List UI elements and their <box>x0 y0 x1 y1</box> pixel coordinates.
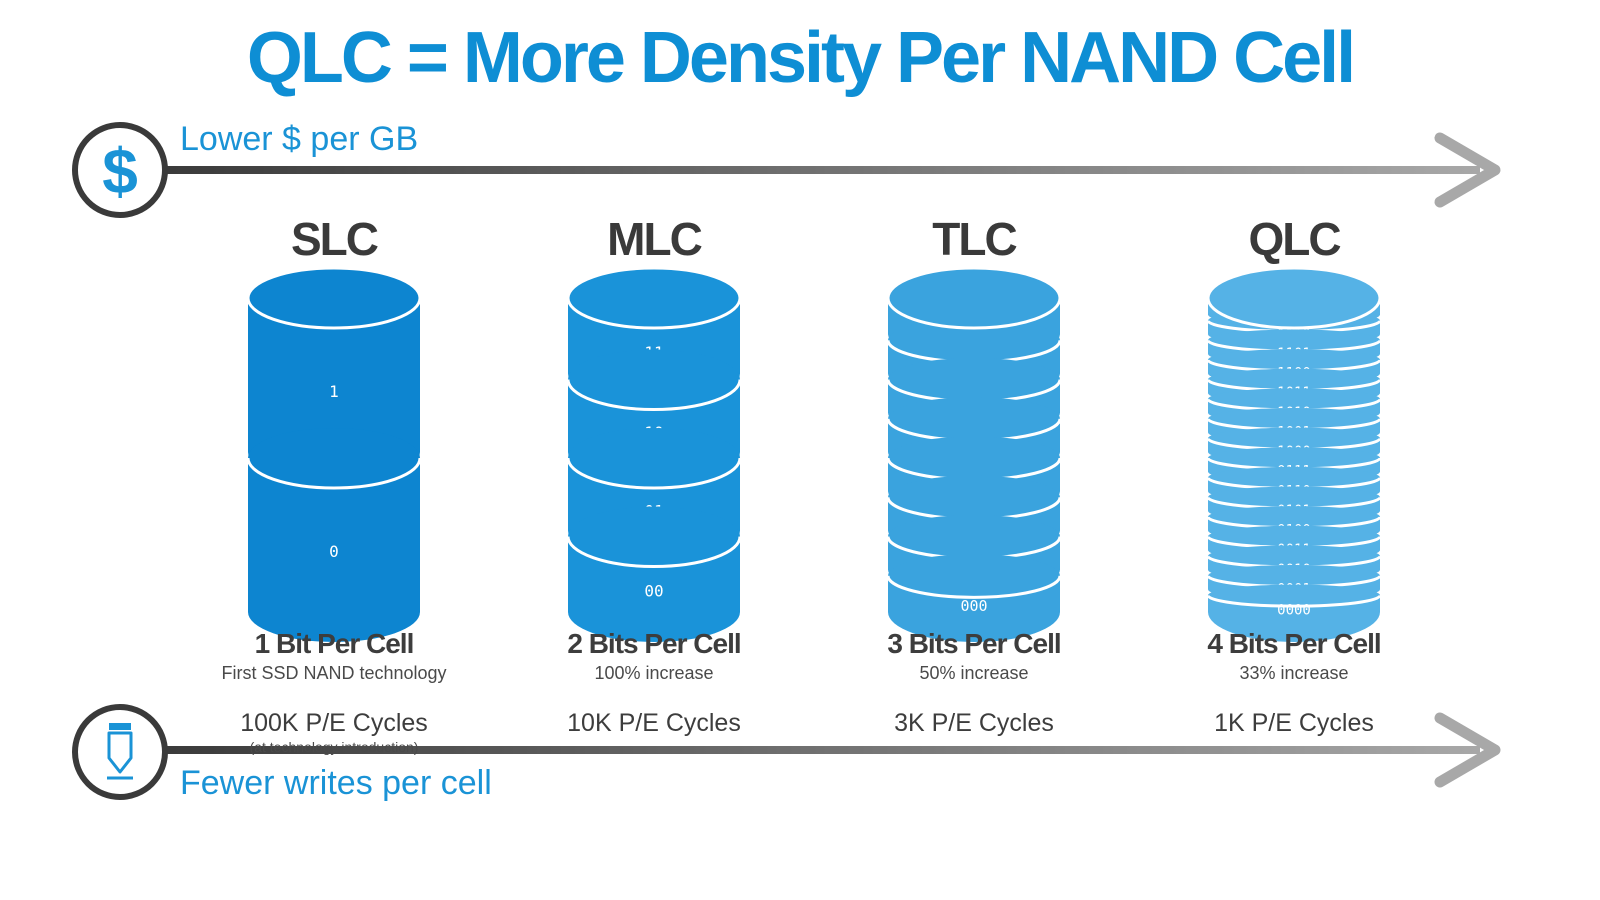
pencil-icon <box>72 704 168 800</box>
column-bits-slc: 1 Bit Per Cell <box>254 628 415 659</box>
dollar-icon-glyph: $ <box>102 135 138 207</box>
column-name-tlc: TLC <box>932 213 1017 265</box>
stack-top-cap <box>1206 266 1382 330</box>
top-arrow-head <box>1434 132 1501 208</box>
column-cycles-mlc: 10K P/E Cycles <box>567 709 741 737</box>
column-cycles-tlc: 3K P/E Cycles <box>894 709 1054 737</box>
column-subtitle-tlc: 50% increase <box>919 663 1029 683</box>
stack-tlc: 111110101100011010001000 <box>886 266 1062 642</box>
column-name-qlc: QLC <box>1248 213 1341 265</box>
cell-level-rim <box>886 575 1062 599</box>
column-bits-mlc: 2 Bits Per Cell <box>567 628 741 659</box>
dollar-icon-ring <box>72 122 168 218</box>
column-cycles-qlc: 1K P/E Cycles <box>1214 709 1374 737</box>
bottom-arrow-shaft <box>160 746 1480 754</box>
top-arrow <box>160 132 1501 208</box>
column-bits-qlc: 4 Bits Per Cell <box>1207 628 1381 659</box>
cell-level-label: 00 <box>644 581 663 600</box>
cell-stacks: 1011100100111110101100011010001000111111… <box>246 266 1382 642</box>
cell-level-label: 0000 <box>1277 603 1311 619</box>
bottom-arrow <box>160 712 1501 788</box>
page-title: QLC = More Density Per NAND Cell <box>246 18 1356 98</box>
stack-mlc: 11100100 <box>566 266 742 642</box>
pencil-icon-eraser <box>109 723 131 730</box>
cell-level-label: 0 <box>329 542 339 561</box>
cell-level-rim <box>566 457 742 490</box>
stack-top-cap <box>566 266 742 330</box>
stack-qlc: 1111111011011100101110101001100001110110… <box>1206 266 1382 642</box>
cell-level <box>568 506 740 642</box>
top-arrow-shaft <box>160 166 1480 174</box>
column-bits-tlc: 3 Bits Per Cell <box>887 628 1061 659</box>
cell-level-rim <box>1206 594 1382 608</box>
pencil-icon-body <box>107 731 133 774</box>
stack-top-cap <box>246 266 422 330</box>
column-note-slc: (at technology introduction) <box>249 739 419 755</box>
column-subtitle-qlc: 33% increase <box>1239 663 1349 683</box>
bottom-arrow-label: Fewer writes per cell <box>180 764 492 802</box>
cell-level-rim <box>566 379 742 411</box>
pencil-icon-ring <box>72 704 168 800</box>
bottom-arrow-head <box>1434 712 1501 788</box>
top-arrow-label: Lower $ per GB <box>180 120 419 158</box>
column-name-mlc: MLC <box>607 213 703 265</box>
column-name-slc: SLC <box>291 213 379 265</box>
stack-slc: 10 <box>246 266 422 642</box>
dollar-icon: $ <box>72 122 168 218</box>
cell-level-label: 000 <box>960 597 987 615</box>
stack-top-cap <box>886 266 1062 330</box>
cell-level-rim <box>246 457 422 490</box>
cell-level <box>248 428 420 642</box>
cell-level-label: 1 <box>329 382 339 401</box>
cell-level-rim <box>566 536 742 568</box>
column-subtitle-slc: First SSD NAND technology <box>221 663 447 683</box>
column-cycles-slc: 100K P/E Cycles <box>240 709 428 737</box>
column-subtitle-mlc: 100% increase <box>594 663 714 683</box>
cell-level <box>1208 584 1380 642</box>
